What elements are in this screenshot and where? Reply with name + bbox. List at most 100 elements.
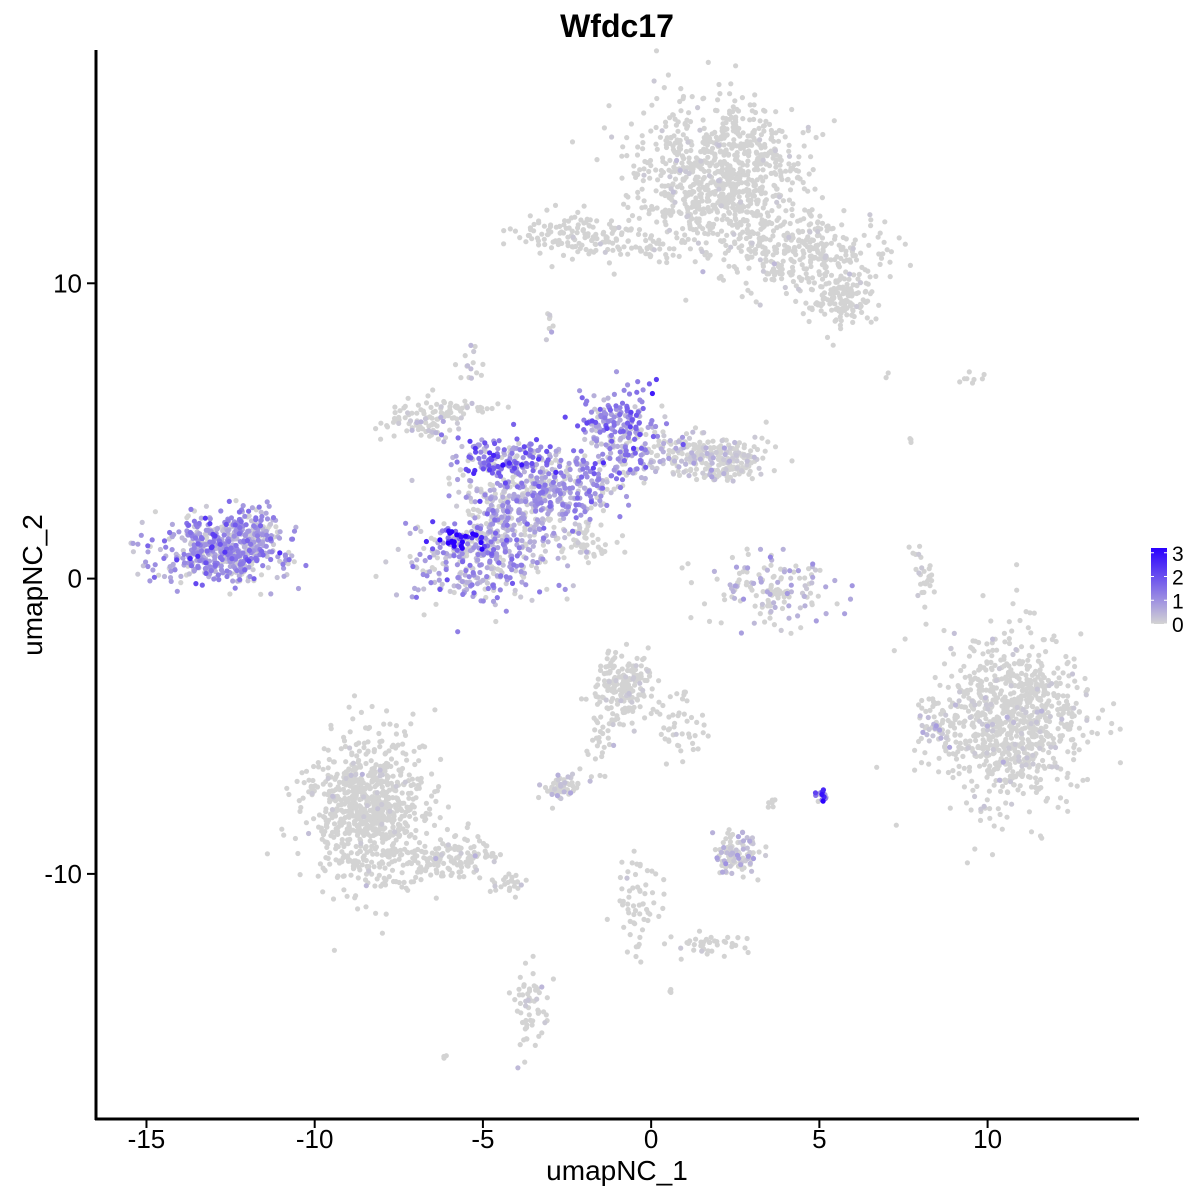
cell-point	[965, 745, 971, 751]
cell-point	[303, 820, 309, 826]
cell-point	[1041, 674, 1047, 681]
cell-point	[643, 431, 649, 438]
cell-point	[642, 891, 648, 897]
cell-point	[1043, 703, 1049, 709]
cell-point	[987, 806, 993, 812]
cell-point	[309, 790, 315, 797]
cell-point	[383, 792, 389, 798]
cell-point	[1032, 775, 1039, 781]
cell-point	[945, 684, 951, 690]
cell-point	[432, 707, 438, 713]
cell-point	[324, 844, 330, 851]
cell-point	[695, 105, 701, 111]
cell-point	[710, 438, 716, 444]
cell-point	[831, 294, 837, 301]
cell-point	[356, 740, 362, 746]
cell-point	[678, 956, 684, 962]
cell-point	[678, 748, 684, 754]
cell-point	[368, 815, 374, 821]
cell-point	[832, 236, 838, 242]
cell-point	[849, 302, 855, 308]
cell-point	[366, 724, 373, 731]
cell-point	[522, 1059, 528, 1065]
cell-point	[918, 735, 924, 742]
cell-point	[639, 186, 645, 192]
cell-point	[621, 924, 627, 930]
cell-point	[323, 809, 329, 815]
cell-point	[542, 241, 548, 248]
cell-point	[1029, 644, 1035, 650]
cell-point	[843, 248, 849, 254]
cell-point	[371, 798, 377, 804]
cell-point	[678, 108, 684, 114]
cell-point	[709, 149, 715, 155]
cell-point	[1007, 723, 1013, 729]
cell-point	[594, 701, 601, 707]
cell-point	[335, 873, 341, 879]
cell-point	[740, 130, 746, 136]
cell-point	[970, 787, 976, 793]
cell-point	[458, 850, 464, 856]
cell-point	[819, 220, 826, 226]
cell-point	[522, 532, 528, 538]
cell-point	[1011, 661, 1018, 667]
cell-point	[758, 152, 764, 158]
cell-point	[453, 833, 459, 839]
cell-point	[1003, 674, 1009, 680]
cell-point	[986, 736, 992, 742]
cell-point	[948, 704, 954, 710]
cell-point	[1076, 709, 1082, 715]
cell-point	[337, 821, 343, 827]
cell-point	[581, 530, 587, 536]
cell-point	[384, 708, 390, 714]
cell-point	[706, 209, 712, 215]
cell-point	[565, 243, 571, 249]
cell-point	[741, 452, 747, 458]
cell-point	[969, 722, 975, 728]
cell-point	[779, 271, 785, 277]
cell-point	[683, 148, 690, 155]
cell-point	[368, 758, 374, 764]
cell-point	[957, 379, 963, 385]
cell-point	[434, 788, 440, 794]
cell-point	[727, 91, 733, 97]
cell-point	[366, 868, 372, 874]
cell-point	[796, 286, 802, 292]
cell-point	[752, 603, 758, 609]
cell-point	[421, 849, 427, 856]
cell-point	[379, 738, 385, 744]
cell-point	[424, 830, 430, 837]
cell-point	[377, 864, 383, 870]
cell-point	[788, 630, 794, 636]
cell-point	[1023, 609, 1029, 615]
cell-point	[755, 199, 761, 205]
cell-point	[452, 362, 459, 368]
cell-point	[1050, 755, 1056, 761]
cell-point	[1099, 707, 1106, 713]
cell-point	[715, 136, 721, 143]
cell-point	[786, 148, 792, 154]
cell-point	[980, 727, 986, 733]
cell-point	[719, 438, 725, 444]
cell-point	[888, 249, 895, 255]
cell-point	[552, 786, 558, 792]
cell-point	[697, 127, 703, 133]
cell-point	[406, 795, 412, 801]
cell-point	[1063, 698, 1070, 705]
cell-point	[751, 127, 758, 134]
cell-point	[415, 402, 421, 408]
cell-point	[987, 681, 994, 688]
cell-point	[1084, 776, 1091, 783]
cell-point	[661, 941, 668, 947]
cell-point	[817, 567, 823, 573]
cell-point	[593, 231, 599, 237]
cell-point	[741, 150, 748, 157]
cell-point	[341, 873, 347, 879]
cell-point	[404, 757, 410, 763]
cell-point	[805, 188, 811, 194]
cell-point	[686, 435, 693, 441]
cell-point	[634, 655, 640, 662]
cell-point	[817, 272, 823, 278]
cell-point	[692, 471, 698, 477]
cell-point	[670, 112, 676, 118]
